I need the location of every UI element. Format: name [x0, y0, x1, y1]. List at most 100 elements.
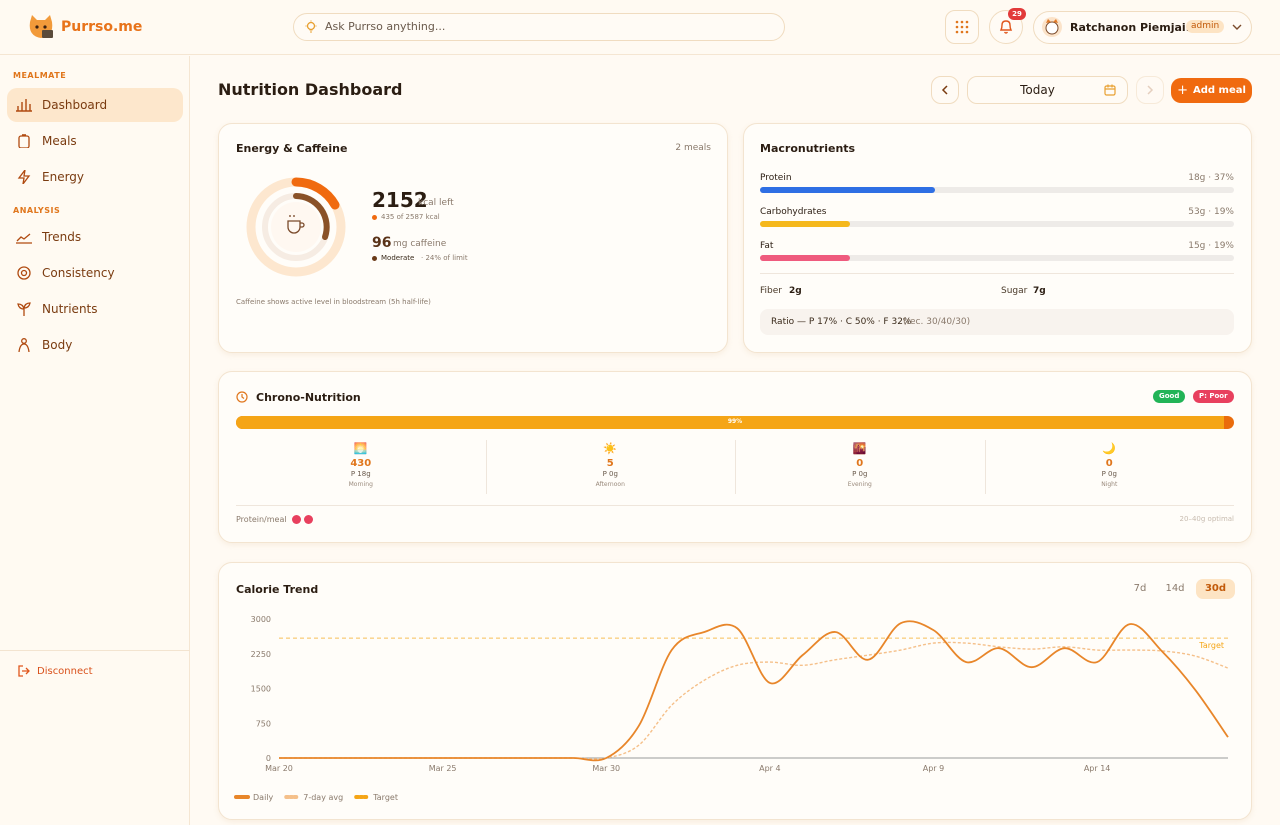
x-tick-label: Apr 4: [759, 764, 780, 773]
macro-bar: [760, 187, 936, 193]
add-meal-button[interactable]: + Add meal: [1171, 78, 1252, 103]
chrono-progress-label: 99%: [727, 418, 743, 425]
ratio-box: [760, 309, 1234, 335]
next-button[interactable]: [1136, 76, 1164, 104]
macro-name: Protein: [760, 173, 792, 183]
logo: [29, 15, 53, 38]
date-box[interactable]: [967, 76, 1128, 104]
x-tick-label: Mar 30: [592, 764, 620, 773]
slot-protein: P 0g: [602, 470, 618, 478]
next-icon: [1147, 85, 1154, 95]
nav-label: Energy: [42, 170, 85, 184]
nav-label: Body: [42, 338, 73, 352]
badge-good: Good: [1153, 390, 1186, 403]
nav-icon: [18, 338, 30, 352]
nav-icon: [17, 170, 31, 184]
legend-label: 7-day avg: [303, 793, 343, 802]
legend-label: Daily: [253, 793, 274, 802]
y-tick-label: 750: [256, 719, 271, 728]
nav-item[interactable]: Consistency: [16, 256, 115, 290]
target-label: Target: [1198, 641, 1224, 650]
card-title: Energy & Caffeine: [236, 142, 348, 155]
nav-label: Trends: [42, 230, 82, 244]
nav-item[interactable]: Trends: [16, 220, 81, 254]
slot-icon: 🌇: [852, 442, 867, 455]
y-tick-label: 1500: [251, 685, 271, 694]
macro-track: [760, 221, 1234, 227]
y-tick-label: 0: [266, 754, 271, 763]
macro-track: [760, 255, 1234, 261]
calendar-icon: [1104, 84, 1116, 96]
nav-item[interactable]: Body: [16, 328, 72, 362]
prev-button[interactable]: [931, 76, 959, 104]
protein-optimal: 20–40g optimal: [1179, 515, 1234, 523]
meal-count: 2 meals: [675, 143, 711, 153]
nav-icon: [16, 233, 32, 244]
date-label: Today: [1020, 83, 1055, 97]
nav-item[interactable]: Meals: [16, 124, 77, 158]
range-button[interactable]: 30d: [1196, 579, 1235, 599]
divider: [236, 505, 1234, 506]
nav-label: Nutrients: [42, 302, 98, 316]
macro-name: Fat: [760, 241, 774, 251]
disconnect-icon: [18, 665, 30, 677]
chart: 0 750 1500 2250 3000 Mar 20 Mar 25 Mar 30 Apr 4 A…: [234, 615, 1229, 802]
badge-poor: P: Poor: [1193, 390, 1234, 403]
caffeine: 96: [372, 235, 392, 251]
nav-icon: [16, 99, 32, 112]
macro-track: [760, 187, 1234, 193]
add-meal-label: Add meal: [1192, 85, 1246, 96]
divider: [760, 273, 1234, 274]
search-placeholder: Ask Purrso anything...: [325, 20, 446, 33]
fiber-value: 2g: [789, 286, 802, 296]
caffeine-detail: · 24% of limit: [421, 254, 468, 262]
nav-item[interactable]: Nutrients: [16, 292, 98, 326]
slot-name: Morning: [348, 481, 373, 488]
macro-name: Carbohydrates: [760, 207, 827, 217]
chrono-fill: [236, 416, 1225, 429]
slot-kcal: 0: [856, 458, 864, 469]
series-line: [279, 620, 1229, 762]
slot-divider: [485, 440, 487, 494]
nav-item[interactable]: Energy: [16, 160, 84, 194]
slot-name: Evening: [847, 481, 872, 488]
slot-icon: 🌙: [1102, 442, 1117, 455]
avatar: [1042, 17, 1062, 37]
x-tick-label: Mar 20: [265, 764, 293, 773]
chrono-track: [236, 416, 1234, 429]
slot-divider: [735, 440, 736, 494]
dot: [372, 215, 377, 220]
protein-dot: [304, 515, 313, 524]
slot-name: Afternoon: [595, 481, 625, 488]
user-name: Ratchanon Piemjai...: [1070, 21, 1199, 34]
macro-value: 18g · 37%: [1188, 173, 1234, 183]
ratio-rec: (rec. 30/40/30): [903, 317, 971, 327]
sugar-value: 7g: [1033, 286, 1046, 296]
nav-active: [7, 88, 183, 122]
y-tick-label: 3000: [251, 615, 271, 624]
nav-icon: [18, 134, 30, 148]
slot-kcal: 0: [1105, 458, 1113, 469]
dot: [372, 256, 377, 261]
section-title: MEALMATE: [13, 71, 67, 80]
prev-icon: [941, 85, 948, 95]
nav-icon: [17, 266, 31, 280]
protein-label: Protein/meal: [236, 515, 287, 524]
protein-dot: [292, 515, 301, 524]
range-button[interactable]: 14d: [1165, 583, 1185, 594]
sugar-label: Sugar: [1001, 286, 1028, 296]
x-tick-label: Apr 9: [923, 764, 944, 773]
apps-icon: [955, 20, 969, 34]
fiber-label: Fiber: [760, 286, 782, 296]
nav-item[interactable]: Dashboard: [16, 88, 107, 122]
disconnect[interactable]: Disconnect: [37, 666, 93, 677]
clock-icon: [236, 391, 248, 403]
brand[interactable]: Purrso.me: [61, 19, 143, 35]
search-box[interactable]: [293, 13, 785, 41]
range-button[interactable]: 7d: [1133, 583, 1147, 594]
slot-kcal: 430: [350, 458, 372, 469]
kcal-detail: 435 of 2587 kcal: [381, 213, 440, 221]
role-badge: admin: [1186, 20, 1225, 33]
nav-icon: [17, 302, 31, 316]
